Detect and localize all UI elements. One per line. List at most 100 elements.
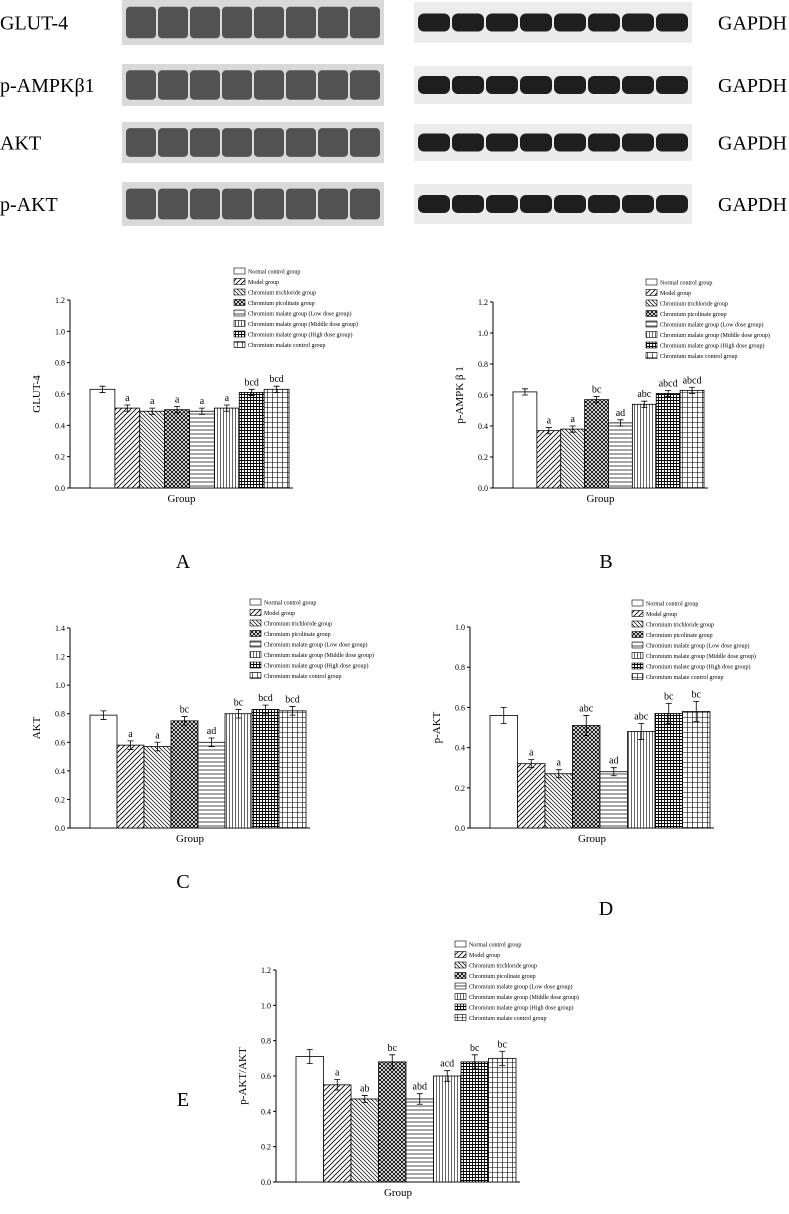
bar [682,711,711,829]
y-tick-label: 0.4 [261,1107,271,1116]
error-bar [545,427,552,435]
legend-swatch [454,993,467,1000]
error-bar [641,400,648,408]
legend-label: Chromium picolinate group [264,632,331,638]
y-tick-label: 0.2 [478,453,488,462]
error-bar [181,716,188,726]
band [190,70,220,100]
significance-letter: a [155,730,160,741]
band [588,13,620,32]
band [588,76,620,94]
legend-label: Model group [660,291,691,297]
legend-swatch [631,610,644,617]
significance-letter: a [125,393,130,404]
legend-swatch [645,352,658,359]
legend-label: Chromium malate group (Low dose group) [469,984,572,991]
legend-label: Chromium malate group (Middle dose group… [660,332,770,339]
legend-swatch [631,662,644,670]
y-axis-title: p-AKT [431,711,443,743]
legend-swatch [631,599,644,607]
bar [460,1061,489,1183]
band [350,6,380,39]
error-bar [149,407,156,415]
significance-letter: abd [413,1082,427,1093]
y-tick-label: 0.2 [55,453,65,462]
y-tick-label: 0.0 [261,1178,271,1187]
significance-letter: bcd [285,695,299,706]
band [452,76,484,94]
band [254,6,284,39]
band [588,133,620,152]
legend-swatch [454,940,467,948]
legend-swatch [233,267,246,275]
legend-label: Chromium malate group (High dose group) [660,343,764,350]
error-bar [100,710,107,720]
band [622,76,654,94]
legend-label: Chromium malate control group [264,674,341,680]
bar [164,409,190,489]
bar [238,392,265,489]
y-tick-label: 0.2 [55,795,65,804]
band [350,128,380,157]
significance-letter: bc [498,1039,508,1050]
error-bar [416,1093,423,1105]
legend-swatch [631,641,644,649]
panel-label: E [177,1089,189,1111]
bar [627,731,656,829]
error-bar [593,396,600,404]
error-bar [617,419,624,427]
error-bar [471,1054,478,1070]
legend-swatch [249,651,262,658]
y-tick-label: 0.4 [55,767,65,776]
bar [213,407,240,489]
band [622,195,654,213]
band [452,13,484,32]
band [158,188,188,220]
band [418,13,450,32]
y-tick-label: 1.2 [55,653,65,662]
legend-swatch [233,330,246,338]
band [588,195,620,213]
legend-swatch [645,289,658,296]
significance-letter: a [175,395,180,406]
band [656,133,688,152]
significance-letter: a [200,396,205,407]
bar [599,771,628,829]
error-bar [693,700,700,722]
legend-label: Chromium malate group (High dose group) [646,664,750,671]
error-bar [665,702,672,724]
band [190,188,220,220]
panel-label: A [176,551,191,573]
error-bar [262,704,269,715]
legend-swatch [233,288,246,296]
y-tick-label: 0.6 [455,703,465,712]
y-tick-label: 0.6 [478,391,488,400]
legend-swatch [645,310,658,317]
significance-letter: abc [579,703,593,714]
bar [517,763,546,829]
bar [512,391,538,489]
y-tick-label: 0.8 [261,1037,271,1046]
legend-label: Chromium malate control group [248,343,325,349]
significance-letter: a [529,748,534,759]
band [286,70,316,100]
legend-swatch [645,320,658,328]
legend-label: Chromium malate group (Low dose group) [264,642,367,649]
band [158,70,188,100]
x-axis-title: Group [167,493,196,505]
legend-label: Chromium trichloride group [469,964,537,970]
bar [114,407,141,489]
band [254,70,284,100]
x-axis-title: Group [578,833,607,845]
significance-letter: bcd [269,374,283,385]
band [190,128,220,157]
significance-letter: ad [609,756,618,767]
blot-label: AKT [0,133,41,155]
legend-label: Normal control group [646,602,698,608]
significance-letter: bc [180,705,190,716]
band [254,188,284,220]
legend-label: Chromium picolinate group [248,301,315,307]
legend-swatch [645,278,658,286]
band [126,128,156,157]
